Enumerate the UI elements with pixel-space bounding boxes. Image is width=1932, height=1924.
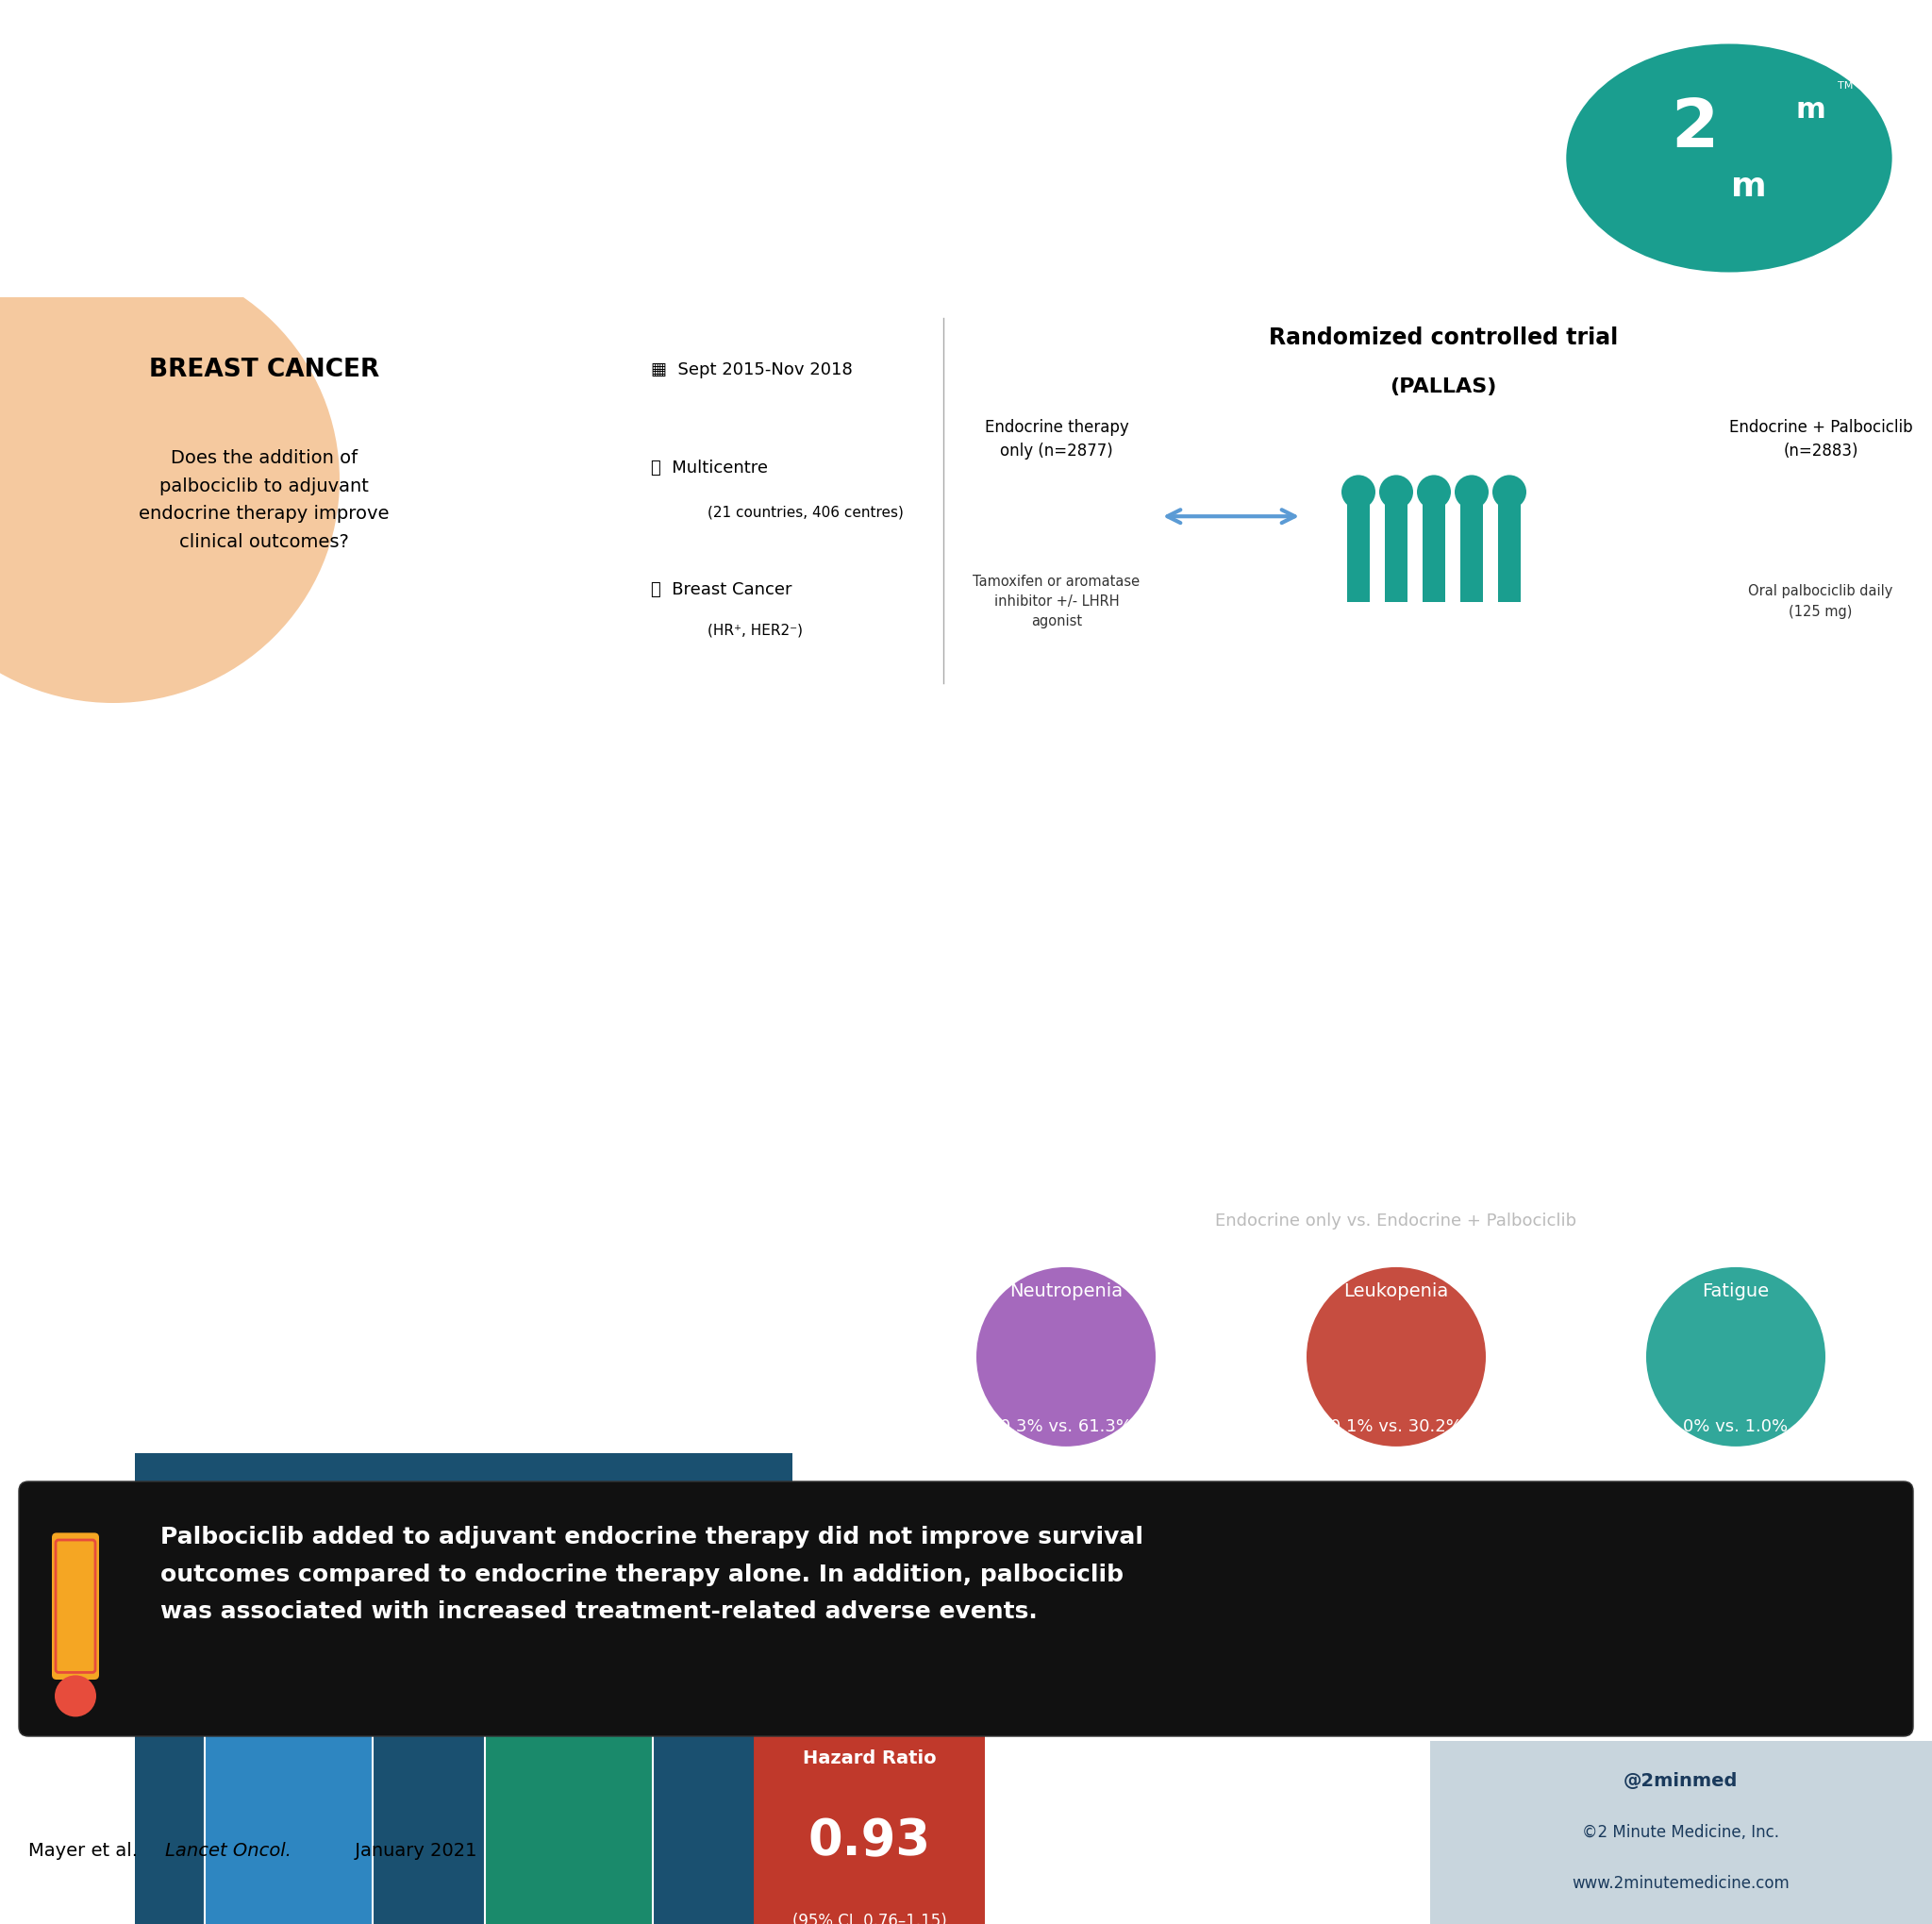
- Bar: [1461, 504, 1484, 602]
- Bar: [1430, 1741, 1932, 1924]
- Circle shape: [1492, 475, 1526, 510]
- Text: (95% CI  0.76–1.15): (95% CI 0.76–1.15): [792, 1912, 947, 1924]
- Text: 🏥  Breast Cancer: 🏥 Breast Cancer: [651, 581, 792, 598]
- Text: (21 countries, 406 centres): (21 countries, 406 centres): [707, 506, 904, 519]
- FancyBboxPatch shape: [19, 1481, 1913, 1735]
- Bar: [910, 866, 939, 974]
- Text: Oral palbociclib daily
(125 mg): Oral palbociclib daily (125 mg): [1748, 585, 1893, 618]
- Text: 2: 2: [1671, 96, 1718, 162]
- Text: BREAST CANCER: BREAST CANCER: [149, 358, 379, 383]
- Ellipse shape: [1555, 37, 1903, 281]
- Text: @2minmed: @2minmed: [1623, 1772, 1739, 1789]
- Text: m: m: [1731, 171, 1766, 202]
- Bar: [1347, 504, 1370, 602]
- Text: 88.5%: 88.5%: [247, 1658, 330, 1682]
- Text: Endocrine therapy
only (n=2877): Endocrine therapy only (n=2877): [985, 419, 1128, 460]
- Circle shape: [1416, 475, 1451, 510]
- Text: disease-free survival.: disease-free survival.: [234, 820, 616, 850]
- Text: (HR 1.00 [95% CI 0.79–1.27]): (HR 1.00 [95% CI 0.79–1.27]): [1242, 964, 1530, 983]
- Text: m: m: [1795, 96, 1826, 123]
- Text: Mayer et al.: Mayer et al.: [29, 1841, 143, 1861]
- Text: Does the addition of
palbociclib to adjuvant
endocrine therapy improve
clinical : Does the addition of palbociclib to adju…: [139, 450, 390, 550]
- Text: Endocrine only vs. Endocrine + Palbociclib: Endocrine only vs. Endocrine + Palbocicl…: [1215, 1212, 1577, 1229]
- Text: Neutropenia: Neutropenia: [1009, 1281, 1122, 1301]
- Bar: [1422, 504, 1445, 602]
- Bar: [1497, 504, 1520, 602]
- Circle shape: [1306, 1268, 1486, 1447]
- Circle shape: [1379, 475, 1412, 510]
- Text: Addition of palbociclib to adjuvant endocrine therapy does: Addition of palbociclib to adjuvant endo…: [58, 90, 1362, 129]
- Text: Lancet Oncol.: Lancet Oncol.: [164, 1841, 292, 1861]
- Bar: [485, 1637, 653, 1924]
- Text: TM: TM: [1837, 81, 1853, 90]
- FancyBboxPatch shape: [52, 1533, 99, 1680]
- Ellipse shape: [0, 256, 340, 702]
- Circle shape: [1341, 475, 1376, 510]
- Y-axis label: 3-year invasive disease free survival: 3-year invasive disease free survival: [64, 1599, 81, 1886]
- Text: www.2minutemedicine.com: www.2minutemedicine.com: [1573, 1876, 1789, 1891]
- Text: Palbociclib added to adjuvant endocrine therapy did not improve survival
outcome: Palbociclib added to adjuvant endocrine …: [160, 1526, 1144, 1622]
- Text: Tamoxifen or aromatase
inhibitor +/- LHRH
agonist: Tamoxifen or aromatase inhibitor +/- LHR…: [974, 575, 1140, 629]
- Bar: [867, 866, 896, 974]
- Text: Fatigue: Fatigue: [1702, 1281, 1770, 1301]
- Text: (PALLAS): (PALLAS): [1389, 377, 1497, 396]
- Text: Endocrine + Palbociclib
(n=2883): Endocrine + Palbociclib (n=2883): [1729, 419, 1913, 460]
- Text: January 2021: January 2021: [350, 1841, 477, 1861]
- Text: Distant recurrence-free survival: Distant recurrence-free survival: [1126, 758, 1646, 787]
- Text: ©2 Minute Medicine, Inc.: ©2 Minute Medicine, Inc.: [1582, 1824, 1779, 1841]
- Text: 0.1% vs. 30.2%: 0.1% vs. 30.2%: [1331, 1418, 1463, 1435]
- Text: did not differ significantly: did not differ significantly: [1175, 822, 1598, 848]
- Text: ▦  Sept 2015-Nov 2018: ▦ Sept 2015-Nov 2018: [651, 362, 852, 379]
- Text: in patients given palbociclib plus endocrine therapy.: in patients given palbociclib plus endoc…: [1103, 1151, 1689, 1170]
- Text: (HR⁺, HER2⁻): (HR⁺, HER2⁻): [707, 623, 804, 637]
- Text: Randomized controlled trial: Randomized controlled trial: [1269, 327, 1617, 348]
- Circle shape: [976, 1268, 1155, 1447]
- Text: Hazard Ratio: Hazard Ratio: [802, 1749, 937, 1768]
- Text: 0.3% vs. 61.3%: 0.3% vs. 61.3%: [1001, 1418, 1132, 1435]
- Circle shape: [54, 1676, 97, 1716]
- FancyBboxPatch shape: [752, 1701, 987, 1924]
- Text: most common grade 3-4 treatment related events: most common grade 3-4 treatment related …: [1117, 1097, 1675, 1114]
- Ellipse shape: [1565, 42, 1893, 273]
- Bar: [205, 1624, 373, 1924]
- Circle shape: [1455, 475, 1490, 510]
- Text: 0.93: 0.93: [808, 1816, 931, 1866]
- Text: not improve survival in patients with HR⁺, HER2⁻ breast cancer: not improve survival in patients with HR…: [58, 190, 1459, 231]
- Text: 0% vs. 1.0%: 0% vs. 1.0%: [1683, 1418, 1789, 1435]
- Text: between groups.: between groups.: [1250, 883, 1522, 910]
- Text: 📍  Multicentre: 📍 Multicentre: [651, 460, 767, 475]
- Text: Leukopenia: Leukopenia: [1343, 1281, 1449, 1301]
- Text: 88.2%: 88.2%: [527, 1672, 609, 1693]
- Text: Neutropenia, leukopenia, and fatigue were the: Neutropenia, leukopenia, and fatigue wer…: [1136, 1041, 1658, 1060]
- Text: No difference in 3-year invasive: No difference in 3-year invasive: [141, 756, 707, 789]
- Bar: [1385, 504, 1408, 602]
- Circle shape: [1646, 1268, 1826, 1447]
